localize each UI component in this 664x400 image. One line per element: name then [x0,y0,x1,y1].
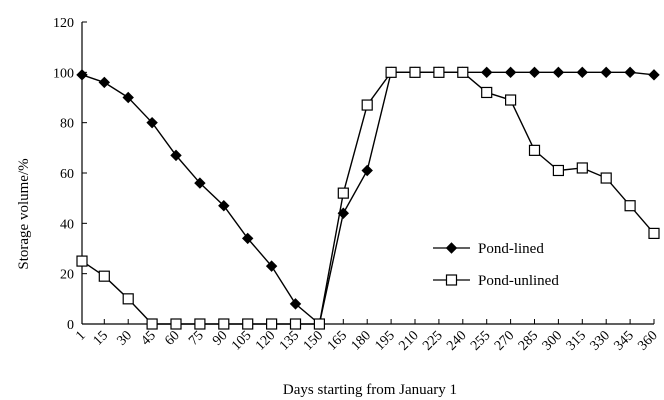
data-point-pond-unlined [146,318,158,330]
x-tick-label: 345 [611,328,636,353]
y-tick-label: 120 [53,16,74,31]
data-point-pond-unlined [76,255,88,267]
y-tick-label: 100 [53,66,74,81]
y-tick-label: 0 [67,318,74,333]
data-point-pond-unlined [576,162,588,174]
data-point-pond-unlined [289,318,302,330]
data-point-pond-unlined [313,318,326,330]
data-point-pond-lined [480,66,493,79]
x-tick-label: 15 [91,328,112,349]
data-point-pond-lined [552,66,565,79]
data-point-pond-unlined [385,66,397,78]
data-point-pond-unlined [218,318,230,330]
legend-label-pond-lined: Pond-lined [478,241,544,257]
data-point-pond-lined [265,260,278,272]
data-point-pond-lined [194,177,206,189]
data-point-pond-unlined [481,86,493,99]
x-tick-label: 180 [349,328,374,353]
x-tick-label: 285 [516,328,541,353]
data-point-pond-lined [648,69,660,81]
data-point-pond-unlined [266,318,278,330]
data-point-pond-unlined [600,172,612,184]
x-tick-label: 75 [186,328,207,349]
legend-label-pond-unlined: Pond-unlined [478,273,559,289]
data-point-pond-unlined [122,293,134,305]
data-point-pond-unlined [361,99,373,111]
data-point-pond-unlined [457,66,469,78]
x-tick-label: 270 [492,328,517,353]
data-point-pond-unlined [242,318,254,330]
x-tick-label: 195 [372,328,397,353]
data-point-pond-unlined [552,164,565,177]
y-tick-label: 40 [60,217,74,232]
data-point-pond-lined [528,66,541,79]
x-tick-label: 330 [588,328,613,353]
x-tick-label: 135 [277,328,302,353]
data-point-pond-unlined [170,318,182,330]
x-axis-title: Days starting from January 1 [283,382,457,398]
legend-marker-pond-unlined [445,274,458,286]
data-point-pond-lined [600,66,612,79]
x-tick-label: 150 [301,328,326,353]
x-tick-label: 1 [73,328,89,344]
data-point-pond-lined [624,66,636,79]
x-tick-label: 300 [540,328,565,353]
data-point-pond-unlined [409,66,421,78]
data-point-pond-unlined [98,270,110,282]
x-tick-label: 60 [162,328,183,349]
data-point-pond-lined [361,164,373,177]
y-tick-label: 20 [60,268,74,283]
data-point-pond-lined [289,298,302,310]
legend: Pond-lined Pond-unlined [433,241,559,289]
data-point-pond-lined [98,76,111,89]
x-tick-label: 315 [564,328,589,353]
x-tick-label: 360 [635,328,660,353]
data-point-pond-unlined [624,200,636,212]
data-point-pond-unlined [194,318,206,330]
y-axis-title: Storage volume/% [16,158,32,269]
x-tick-label: 240 [444,328,469,353]
data-point-pond-lined [504,66,517,79]
data-point-pond-unlined [337,187,349,199]
data-point-pond-lined [241,232,254,245]
data-point-pond-unlined [648,227,660,239]
y-axis-ticks: 0 20 40 60 80 100 120 [53,16,87,333]
data-point-pond-lined [122,91,134,104]
data-point-pond-lined [146,116,158,129]
x-tick-label: 30 [115,328,136,349]
data-point-pond-unlined [528,144,541,156]
x-tick-label: 165 [325,328,350,353]
data-point-pond-lined [170,149,182,162]
series-layer [76,66,660,330]
data-point-pond-lined [218,200,230,212]
x-tick-label: 120 [253,328,278,353]
data-point-pond-lined [76,69,88,81]
x-tick-label: 105 [229,328,254,353]
x-tick-label: 45 [138,328,159,349]
x-tick-label: 255 [468,328,493,353]
y-tick-label: 60 [60,167,74,182]
data-point-pond-lined [576,66,589,79]
data-point-pond-unlined [505,94,517,106]
x-tick-label: 210 [396,328,421,353]
x-tick-label: 225 [420,328,445,353]
legend-marker-pond-lined [445,242,458,254]
data-point-pond-unlined [433,66,445,78]
y-tick-label: 80 [60,117,74,132]
x-tick-label: 90 [210,328,231,349]
